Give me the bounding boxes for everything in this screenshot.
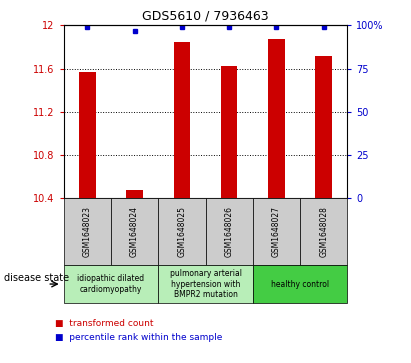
Bar <box>64 198 111 265</box>
Text: ■  percentile rank within the sample: ■ percentile rank within the sample <box>55 333 223 342</box>
Bar <box>253 265 347 303</box>
Bar <box>126 190 143 198</box>
Text: GSM1648024: GSM1648024 <box>130 206 139 257</box>
Bar <box>206 198 253 265</box>
Bar <box>173 42 190 198</box>
Text: disease state: disease state <box>4 273 69 282</box>
Bar <box>111 198 158 265</box>
Text: pulmonary arterial
hypertension with
BMPR2 mutation: pulmonary arterial hypertension with BMP… <box>169 269 242 299</box>
Text: GSM1648023: GSM1648023 <box>83 206 92 257</box>
Text: GSM1648025: GSM1648025 <box>178 206 186 257</box>
Text: GSM1648026: GSM1648026 <box>225 206 233 257</box>
Text: idiopathic dilated
cardiomyopathy: idiopathic dilated cardiomyopathy <box>77 274 145 294</box>
Title: GDS5610 / 7936463: GDS5610 / 7936463 <box>142 10 269 23</box>
Bar <box>300 198 347 265</box>
Text: healthy control: healthy control <box>271 280 329 289</box>
Bar <box>79 72 96 198</box>
Bar <box>268 40 285 198</box>
Bar <box>221 66 238 198</box>
Text: GSM1648028: GSM1648028 <box>319 206 328 257</box>
Text: GSM1648027: GSM1648027 <box>272 206 281 257</box>
Bar <box>158 198 206 265</box>
Bar <box>64 265 158 303</box>
Bar <box>253 198 300 265</box>
Bar <box>315 56 332 198</box>
Text: ■  transformed count: ■ transformed count <box>55 319 154 327</box>
Bar <box>158 265 253 303</box>
